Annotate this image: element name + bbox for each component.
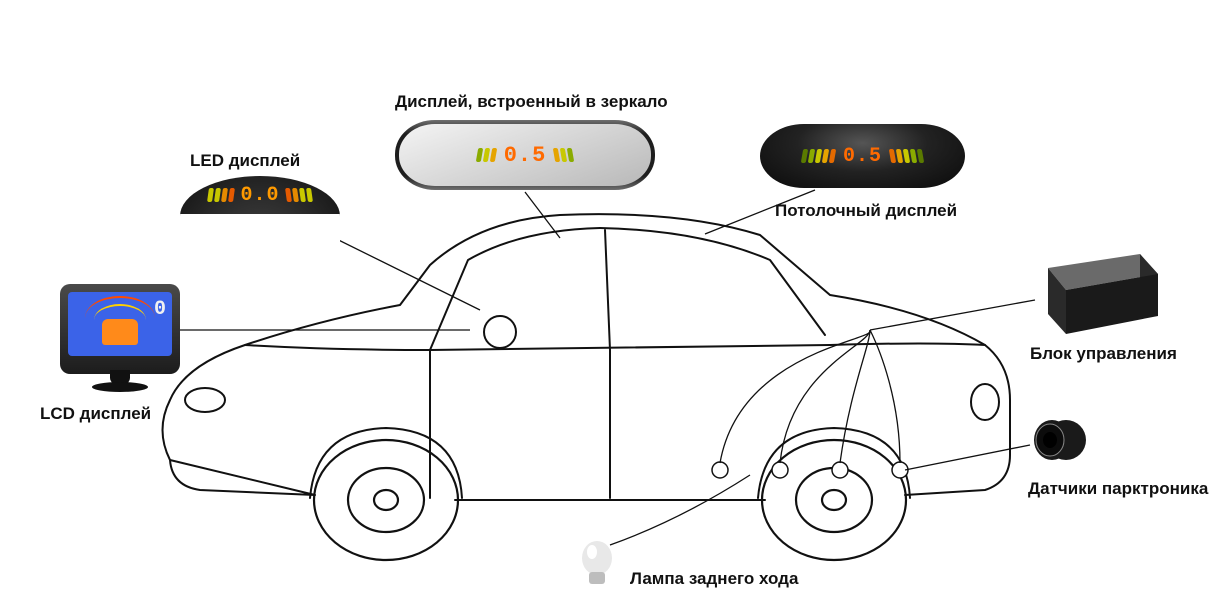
label-ceiling: Потолочный дисплей [775,202,957,219]
led-digits: 0.0 [240,184,279,207]
label-lamp: Лампа заднего хода [630,570,798,587]
label-mirror: Дисплей, встроенный в зеркало [395,93,668,110]
label-lcd: LCD дисплей [40,405,151,422]
reverse-lamp [575,540,619,588]
mirror-display: 0.5 [395,120,655,190]
label-control-unit: Блок управления [1030,345,1177,362]
led-display: 0.0 [180,176,340,222]
mirror-digits: 0.5 [504,143,547,168]
diagram-canvas: Дисплей, встроенный в зеркало LED диспле… [0,0,1231,609]
lcd-digit: 0 [154,298,166,321]
label-sensors: Датчики парктроника [1028,480,1208,497]
parking-sensor [1030,415,1090,465]
label-led: LED дисплей [190,152,300,169]
ceiling-digits: 0.5 [843,145,882,168]
lcd-display: 0 [60,284,180,374]
control-unit [1030,250,1160,328]
ceiling-display: 0.5 [760,124,965,188]
